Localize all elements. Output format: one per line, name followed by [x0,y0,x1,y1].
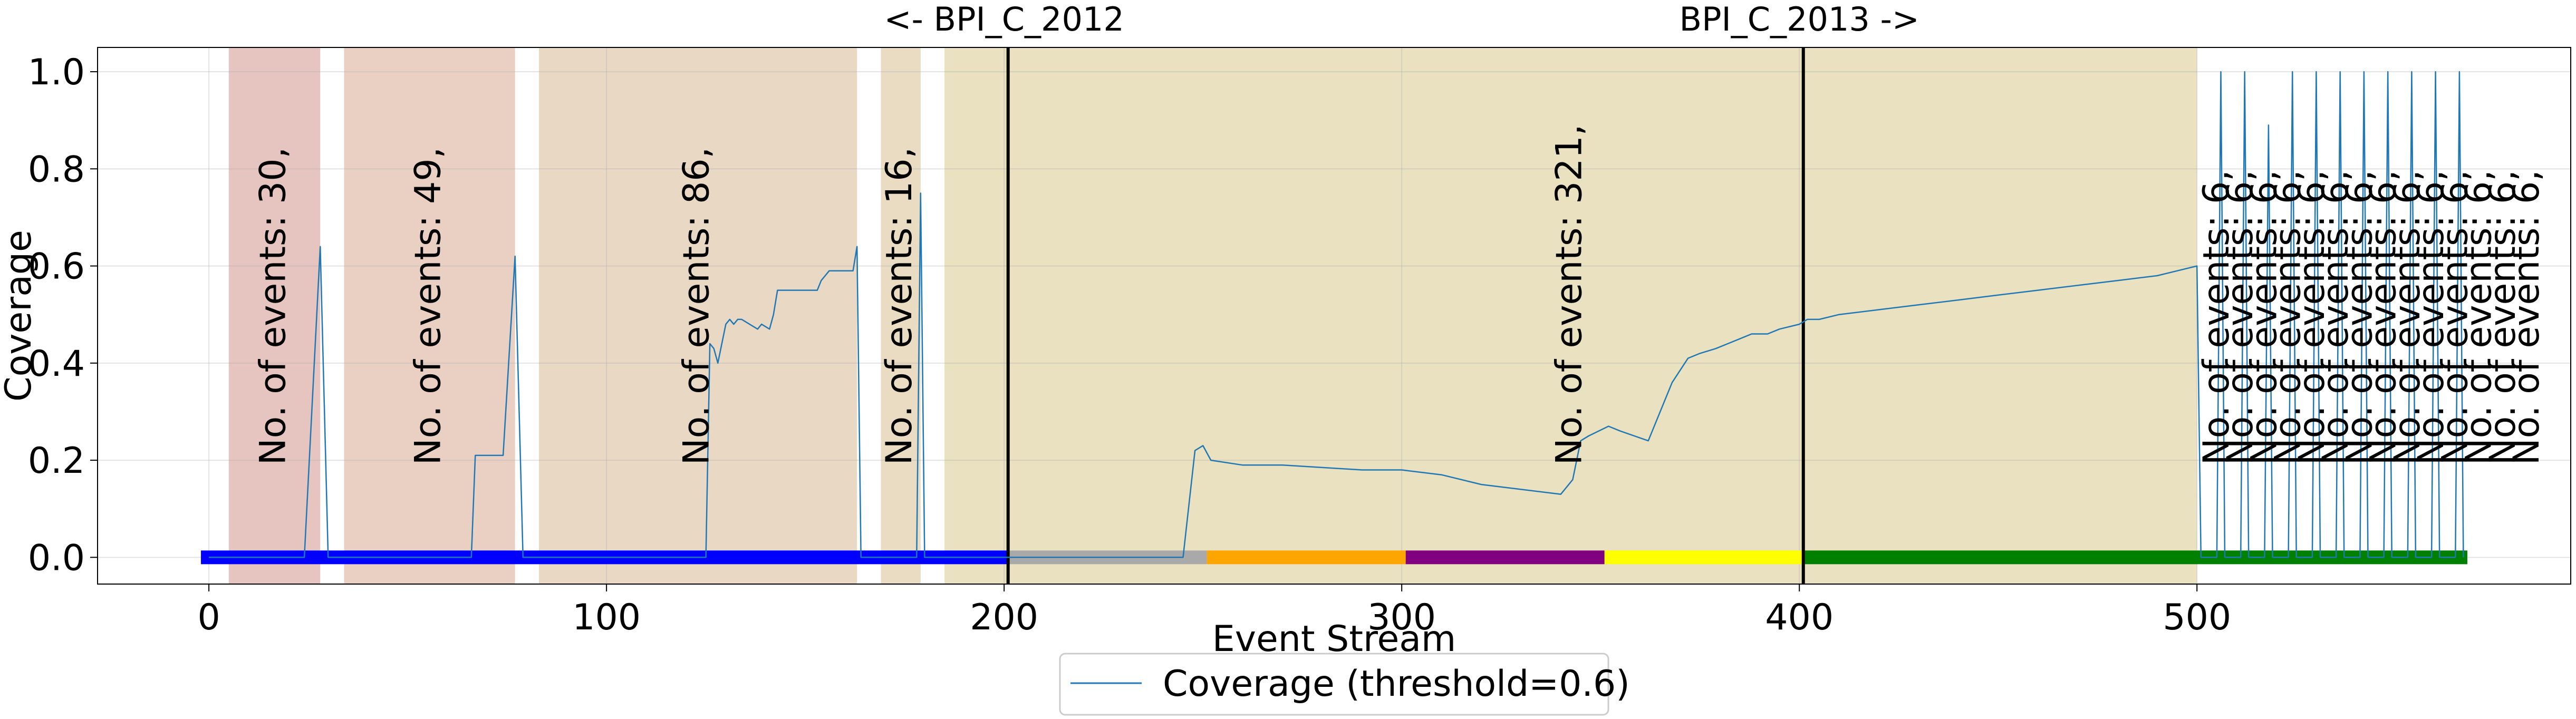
small-window-label-1: No. of events: 6, [2196,170,2237,465]
window-label-2: No. of events: 49, [408,147,449,465]
x-tick-label-0: 0 [197,597,220,638]
y-tick-label-3: 0.6 [28,246,85,288]
x-axis-ticks: 0 100 200 300 400 500 [197,584,2231,638]
x-tick-label-5: 500 [2163,597,2231,638]
small-window-label-6: No. of events: 6, [2315,170,2357,465]
window-label-3: No. of events: 86, [676,147,718,465]
legend-box [1059,653,1609,716]
y-tick-label-1: 0.2 [28,440,85,482]
y-axis-ticks: 0.0 0.2 0.4 0.6 0.8 1.0 [28,52,98,579]
y-tick-label-2: 0.4 [28,343,85,385]
small-window-label-13: No. of events: 6, [2482,170,2524,465]
series-line-1 [209,71,2464,558]
plot-frame [97,47,2571,585]
top-label-2: BPI_C_2013 -> [1680,0,1919,38]
legend-label: Coverage (threshold=0.6) [1163,663,1630,705]
small-window-label-12: No. of events: 6, [2458,170,2500,465]
small-window-label-10: No. of events: 6, [2410,170,2452,465]
shaded-window-2 [344,47,515,584]
window-label-4: No. of events: 16, [879,147,920,465]
small-window-label-4: No. of events: 6, [2268,170,2309,465]
drift-lines [1006,47,1805,584]
shaded-window-4 [881,47,921,584]
window-label-1: No. of events: 30, [253,147,294,465]
x-tick-label-2: 200 [970,597,1038,638]
shaded-windows [228,47,2197,584]
y-tick-label-0: 0.0 [28,537,85,579]
window-label-5: No. of events: 321, [1549,124,1590,465]
shaded-window-3 [538,47,857,584]
shaded-window-5 [944,47,2197,584]
y-axis-label: Coverage [0,230,40,402]
small-window-label-8: No. of events: 6, [2363,170,2405,465]
top-label-1: <- BPI_C_2012 [884,0,1124,38]
shaded-window-1 [228,47,321,584]
window-labels: No. of events: 30, No. of events: 49, No. … [253,124,2548,465]
legend: Coverage (threshold=0.6) [1059,653,1630,716]
stream-bar-segment-3 [1207,550,1406,565]
small-window-label-9: No. of events: 6, [2387,170,2428,465]
small-window-label-14: No. of events: 6, [2506,170,2548,465]
small-window-label-11: No. of events: 6, [2434,170,2476,465]
y-tick-label-4: 0.8 [28,149,85,190]
small-window-label-7: No. of events: 6, [2339,170,2380,465]
x-tick-label-4: 400 [1765,597,1834,638]
stream-bar-segment-4 [1405,550,1605,565]
top-labels: <- BPI_C_2012 BPI_C_2013 -> [884,0,1919,38]
small-window-label-2: No. of events: 6, [2220,170,2261,465]
small-window-label-3: No. of events: 6, [2243,170,2285,465]
series-lines [209,71,2464,558]
small-window-label-5: No. of events: 6, [2291,170,2333,465]
stream-bar-segment-5 [1604,550,1803,565]
x-tick-label-1: 100 [572,597,641,638]
x-tick-label-3: 300 [1367,597,1436,638]
y-tick-label-5: 1.0 [28,52,85,93]
